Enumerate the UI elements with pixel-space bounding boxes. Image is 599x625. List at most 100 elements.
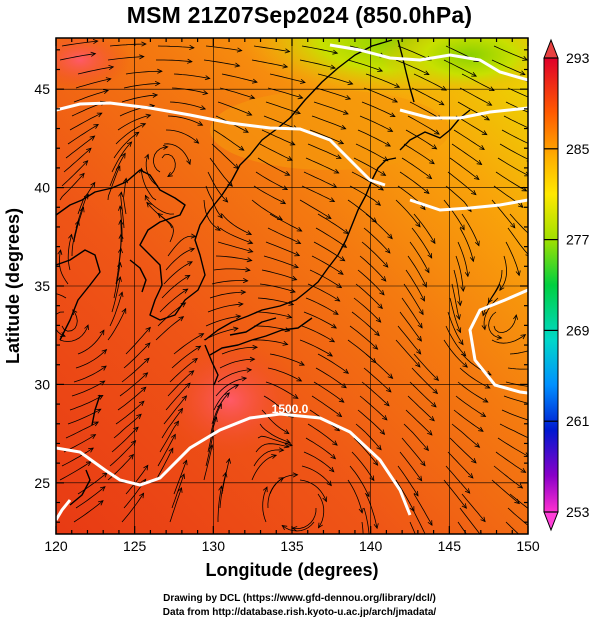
streamline	[167, 370, 194, 397]
streamline	[107, 308, 127, 341]
streamline-arrow	[182, 288, 189, 294]
streamline-arrow	[338, 397, 345, 403]
streamline	[407, 115, 440, 135]
streamline	[265, 101, 301, 114]
streamline	[215, 377, 247, 397]
streamline-arrow	[464, 271, 470, 278]
streamline	[361, 241, 389, 268]
streamline	[413, 213, 436, 244]
streamline-arrow	[283, 443, 290, 449]
streamline	[499, 423, 528, 439]
streamline-arrow	[79, 172, 85, 179]
streamline-arrow	[108, 65, 115, 71]
streamline	[361, 521, 364, 534]
colorbar-label: 269	[566, 322, 590, 338]
streamline	[107, 165, 121, 201]
streamline-arrow	[429, 159, 435, 165]
streamline	[459, 367, 490, 389]
streamline	[265, 241, 300, 256]
credit-drawing: Drawing by DCL (https://www.gfd-dennou.o…	[163, 593, 436, 604]
streamline	[307, 423, 338, 446]
streamline-arrow	[233, 384, 240, 389]
streamline-arrow	[385, 387, 392, 393]
streamline-arrow	[333, 168, 340, 174]
streamline-arrow	[423, 188, 430, 194]
streamline-arrow	[334, 296, 341, 302]
streamline-arrow	[329, 337, 336, 343]
streamline-arrow	[249, 94, 256, 100]
streamline	[405, 129, 437, 150]
streamline	[165, 129, 199, 144]
streamline-arrow	[118, 219, 124, 225]
streamline	[217, 101, 252, 116]
streamline	[211, 143, 239, 169]
streamline-arrow	[92, 39, 99, 45]
streamline-arrow	[282, 63, 289, 69]
streamline	[155, 316, 184, 341]
streamline	[221, 346, 258, 355]
streamline	[488, 311, 502, 339]
streamline-arrow	[335, 154, 342, 159]
streamline	[171, 87, 208, 94]
streamline-arrow	[178, 316, 185, 322]
streamline	[449, 297, 461, 333]
streamline-arrow	[224, 392, 230, 398]
streamline-arrow	[534, 113, 539, 117]
streamline	[359, 395, 388, 421]
streamline	[267, 477, 284, 509]
streamline-arrow	[295, 109, 301, 115]
streamline	[303, 171, 337, 188]
streamline	[161, 275, 191, 299]
streamline	[159, 420, 179, 453]
streamline	[251, 59, 288, 68]
streamline-arrow	[431, 144, 438, 150]
streamline	[495, 451, 526, 473]
streamline	[113, 131, 140, 159]
streamline	[457, 521, 467, 534]
streamline-arrow	[481, 324, 487, 331]
streamline	[313, 101, 349, 115]
streamline-arrow	[246, 367, 253, 373]
colorbar-label: 277	[566, 232, 590, 248]
streamline	[145, 195, 175, 215]
streamline-arrow	[246, 230, 253, 235]
streamline	[253, 45, 290, 52]
streamline	[109, 153, 126, 187]
streamline	[509, 493, 528, 509]
streamline-arrow	[217, 403, 222, 410]
streamline-arrow	[187, 58, 193, 64]
streamline	[301, 45, 338, 54]
streamline-arrow	[117, 247, 123, 254]
streamline	[261, 269, 297, 281]
streamline-arrow	[241, 376, 248, 382]
contour-label: 1500.0	[272, 402, 309, 416]
streamline	[313, 241, 345, 262]
streamline-arrow	[433, 375, 440, 382]
streamline-arrow	[340, 124, 347, 130]
streamline	[167, 115, 203, 126]
streamline	[107, 56, 144, 61]
streamline	[213, 268, 250, 271]
streamline-arrow	[373, 523, 379, 530]
streamline-arrow	[488, 86, 495, 92]
streamline	[267, 227, 301, 244]
streamline-arrow	[100, 486, 106, 492]
colorbar-top-arrow	[543, 38, 559, 59]
streamline	[461, 213, 480, 246]
streamline	[56, 311, 66, 337]
streamline-arrow	[474, 240, 480, 247]
streamline-arrow	[392, 97, 399, 103]
streamline	[357, 129, 391, 147]
streamline	[493, 185, 524, 208]
streamline-arrow	[242, 278, 249, 284]
streamline-arrow	[249, 356, 256, 362]
streamline-arrow	[330, 453, 337, 460]
streamline-arrow	[461, 503, 467, 509]
streamline-arrow	[427, 520, 433, 527]
streamline-arrow	[471, 458, 477, 464]
streamline	[503, 115, 528, 129]
streamline	[457, 101, 490, 121]
streamline-arrow	[252, 78, 258, 84]
streamline-arrow	[184, 274, 191, 280]
streamline-arrow	[394, 83, 401, 88]
